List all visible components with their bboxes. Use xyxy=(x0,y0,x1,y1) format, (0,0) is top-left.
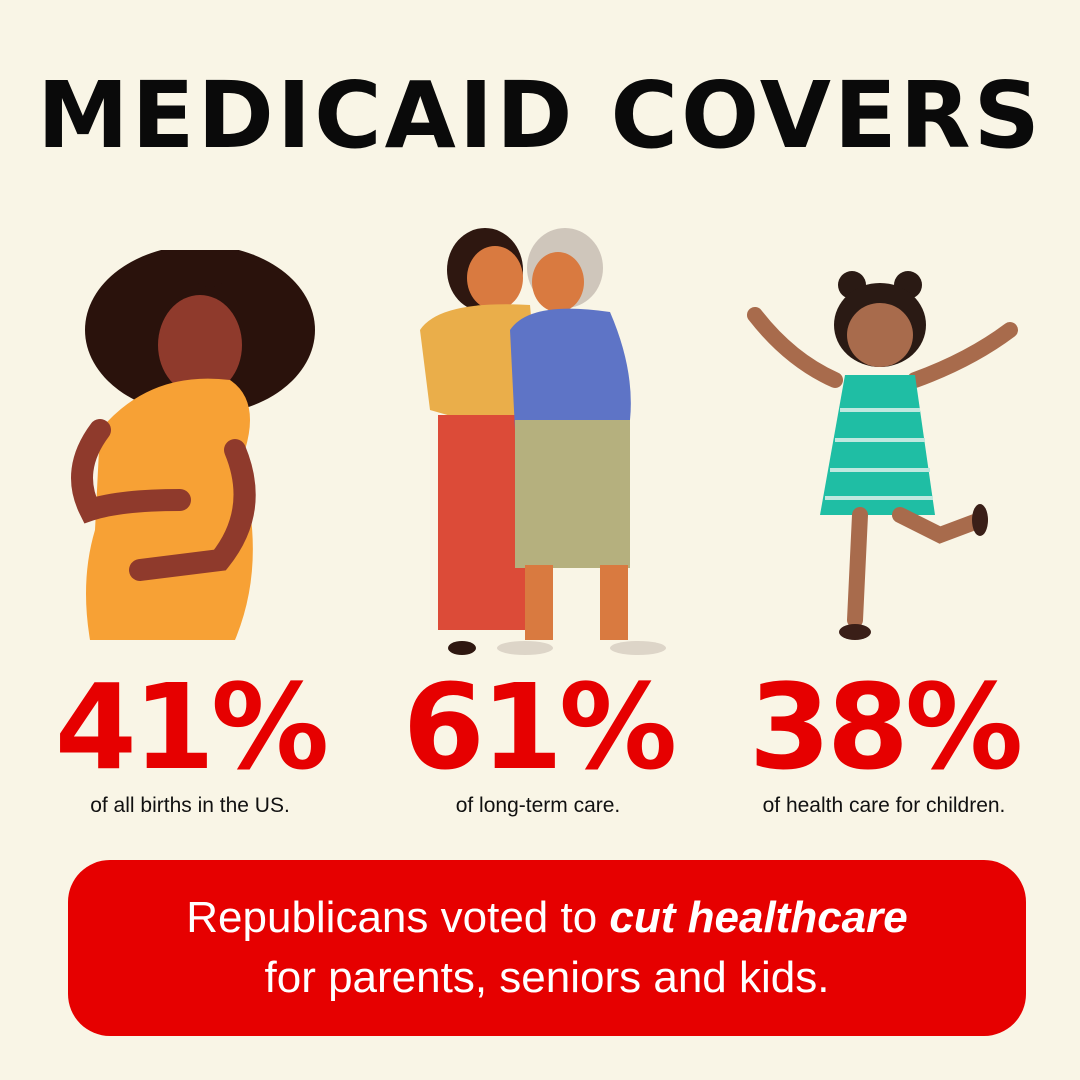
banner-line-2: for parents, seniors and kids. xyxy=(264,953,830,1002)
page-title: MEDICAID COVERS xyxy=(37,62,1043,169)
stat-long-term-care: 61% of long-term care. xyxy=(358,668,718,818)
mother-and-grandmother-illustration xyxy=(420,228,666,655)
stat-children: 38% of health care for children. xyxy=(704,668,1064,818)
stat-caption: of all births in the US. xyxy=(90,794,290,817)
stat-value: 41% xyxy=(54,658,329,796)
banner-text: Republicans voted to xyxy=(186,893,610,942)
stat-caption: of health care for children. xyxy=(762,794,1006,817)
banner-emphasis: cut healthcare xyxy=(609,893,908,942)
message-banner: Republicans voted to cut healthcare for … xyxy=(68,860,1026,1036)
happy-girl-illustration xyxy=(747,271,1018,640)
stat-value: 38% xyxy=(748,658,1023,796)
stat-births: 41% of all births in the US. xyxy=(10,668,370,818)
banner-line-1: Republicans voted to cut healthcare xyxy=(68,888,1026,948)
stat-value: 61% xyxy=(402,658,677,796)
pregnant-woman-illustration xyxy=(71,250,315,640)
stat-caption: of long-term care. xyxy=(455,794,621,817)
